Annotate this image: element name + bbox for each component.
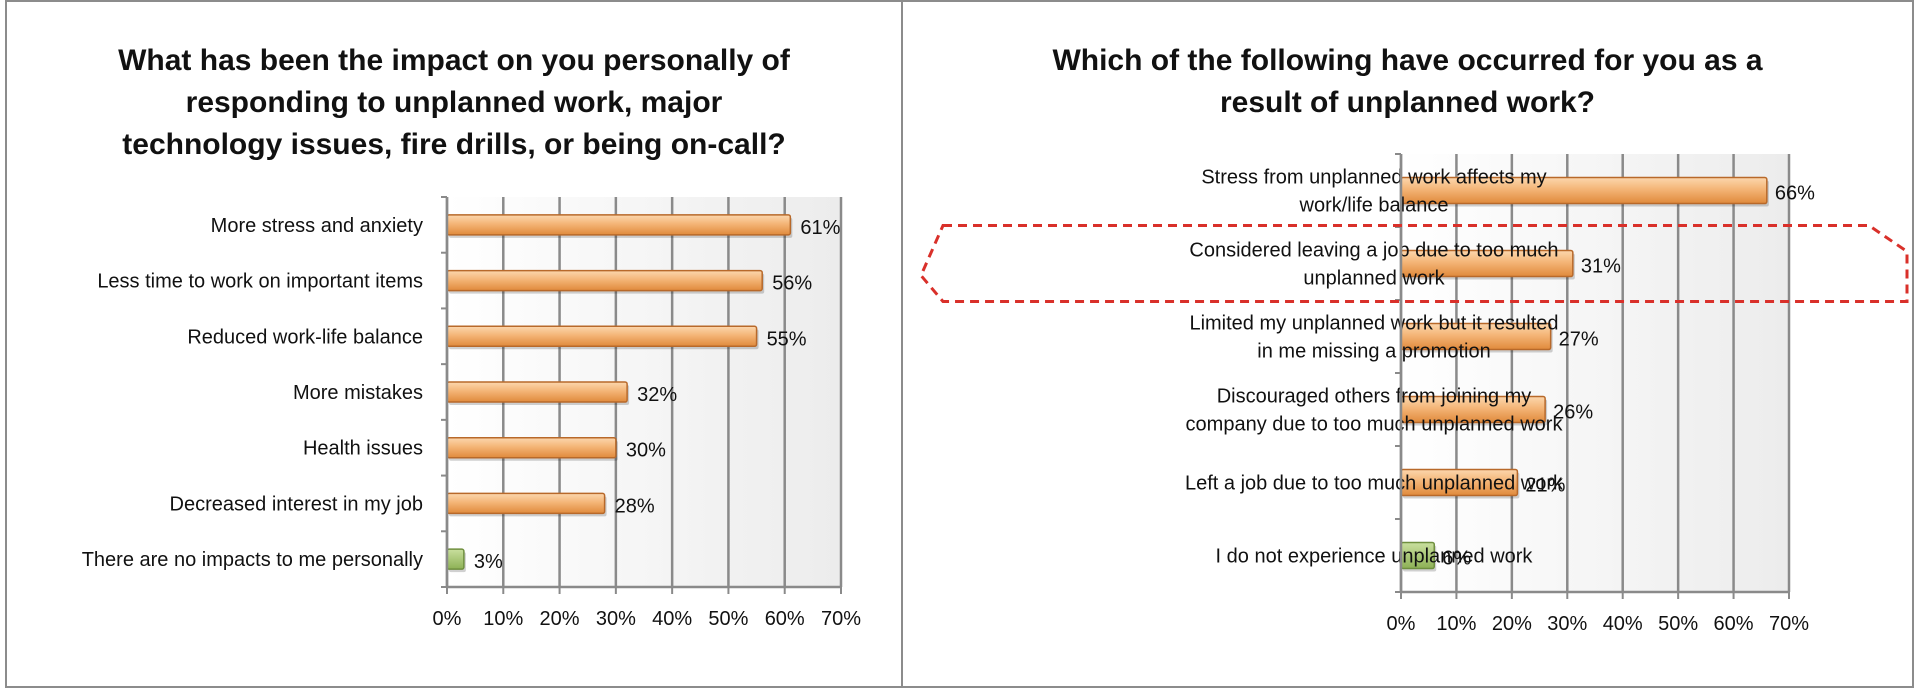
- left-title-line: What has been the impact on you personal…: [118, 44, 790, 77]
- left-chart-title: What has been the impact on you personal…: [7, 40, 901, 166]
- category-label: I do not experience unplanned work: [1216, 546, 1534, 568]
- bar-group: [446, 381, 630, 405]
- category-label: Limited my unplanned work but it resulte…: [1189, 313, 1558, 335]
- data-label: 6%: [1442, 548, 1471, 570]
- bar-group: [446, 548, 466, 573]
- highlight-outline: [919, 224, 1909, 303]
- bar: [446, 436, 617, 459]
- category-label: Discouraged others from joining my: [1217, 386, 1532, 408]
- data-label: 3%: [474, 551, 503, 573]
- category-label: unplanned work: [1303, 268, 1445, 290]
- bar-group: [1400, 322, 1553, 353]
- data-label: 27%: [1559, 329, 1599, 351]
- x-tick-label: 40%: [1603, 613, 1643, 635]
- bar-group: [446, 436, 618, 461]
- x-tick-label: 0%: [433, 608, 462, 630]
- data-label: 55%: [767, 328, 807, 350]
- right-chart-panel: Which of the following have occurred for…: [901, 0, 1914, 688]
- data-label: 21%: [1525, 475, 1565, 497]
- right-bar-chart: 0% 10% 20% 30% 40% 50% 60% 70% 66% Stress from un…: [919, 153, 1909, 635]
- category-label: Left a job due to too much unplanned wor…: [1185, 473, 1564, 495]
- right-chart-title: Which of the following have occurred for…: [903, 40, 1912, 124]
- data-label: 28%: [615, 495, 655, 517]
- category-label: company due to too much unplanned work: [1186, 414, 1564, 436]
- bar: [446, 548, 465, 570]
- plot-area: [1401, 154, 1789, 592]
- x-tick-label: 20%: [540, 608, 580, 630]
- x-tick-label: 50%: [1658, 613, 1698, 635]
- category-label: Less time to work on important items: [97, 271, 423, 293]
- left-title-line: technology issues, fire drills, or being…: [122, 128, 786, 161]
- bar-group: [1400, 468, 1520, 499]
- data-label: 26%: [1553, 402, 1593, 424]
- bar: [446, 269, 763, 292]
- category-label: Health issues: [303, 438, 423, 460]
- bar: [446, 492, 606, 515]
- bar-group: [446, 269, 765, 294]
- x-tick-label: 30%: [596, 608, 636, 630]
- bar-group: [446, 325, 759, 350]
- category-label: Decreased interest in my job: [170, 493, 423, 515]
- left-chart-panel: What has been the impact on you personal…: [5, 0, 903, 688]
- bar: [446, 214, 792, 236]
- bar: [446, 325, 758, 348]
- left-title-line: responding to unplanned work, major: [185, 86, 723, 119]
- x-tick-label: 20%: [1492, 613, 1532, 635]
- x-tick-label: 70%: [1769, 613, 1809, 635]
- category-label: Stress from unplanned work affects my: [1201, 167, 1546, 189]
- right-title-line: result of unplanned work?: [1219, 86, 1595, 119]
- left-bar-chart: 0% 10% 20% 30% 40% 50% 60% 70% 61% More stress an…: [82, 196, 861, 630]
- x-tick-label: 30%: [1547, 613, 1587, 635]
- category-label: work/life balance: [1299, 195, 1449, 217]
- x-tick-label: 60%: [765, 608, 805, 630]
- x-tick-label: 10%: [483, 608, 523, 630]
- category-label: Considered leaving a job due to too much: [1189, 240, 1558, 262]
- data-label: 32%: [637, 384, 677, 406]
- x-tick-label: 40%: [652, 608, 692, 630]
- category-label: More mistakes: [293, 382, 423, 404]
- bar-group: [1400, 395, 1548, 426]
- bar-group: [1400, 249, 1575, 280]
- x-tick-label: 60%: [1714, 613, 1754, 635]
- bar-group: [446, 492, 607, 517]
- data-label: 30%: [626, 440, 666, 462]
- data-label: 31%: [1581, 256, 1621, 278]
- bar-group: [1400, 176, 1769, 207]
- x-tick-label: 0%: [1387, 613, 1416, 635]
- category-label: There are no impacts to me personally: [82, 549, 423, 571]
- x-tick-label: 70%: [821, 608, 861, 630]
- bar-group: [1400, 541, 1437, 572]
- right-title-line: Which of the following have occurred for…: [1052, 44, 1763, 77]
- data-label: 61%: [800, 217, 840, 239]
- bar: [446, 381, 628, 403]
- data-label: 66%: [1775, 183, 1815, 205]
- data-label: 56%: [772, 273, 812, 295]
- x-tick-label: 50%: [708, 608, 748, 630]
- x-tick-label: 10%: [1436, 613, 1476, 635]
- category-label: Reduced work-life balance: [187, 326, 423, 348]
- category-label: in me missing a promotion: [1257, 341, 1490, 363]
- bar-group: [446, 214, 793, 238]
- category-label: More stress and anxiety: [211, 215, 423, 237]
